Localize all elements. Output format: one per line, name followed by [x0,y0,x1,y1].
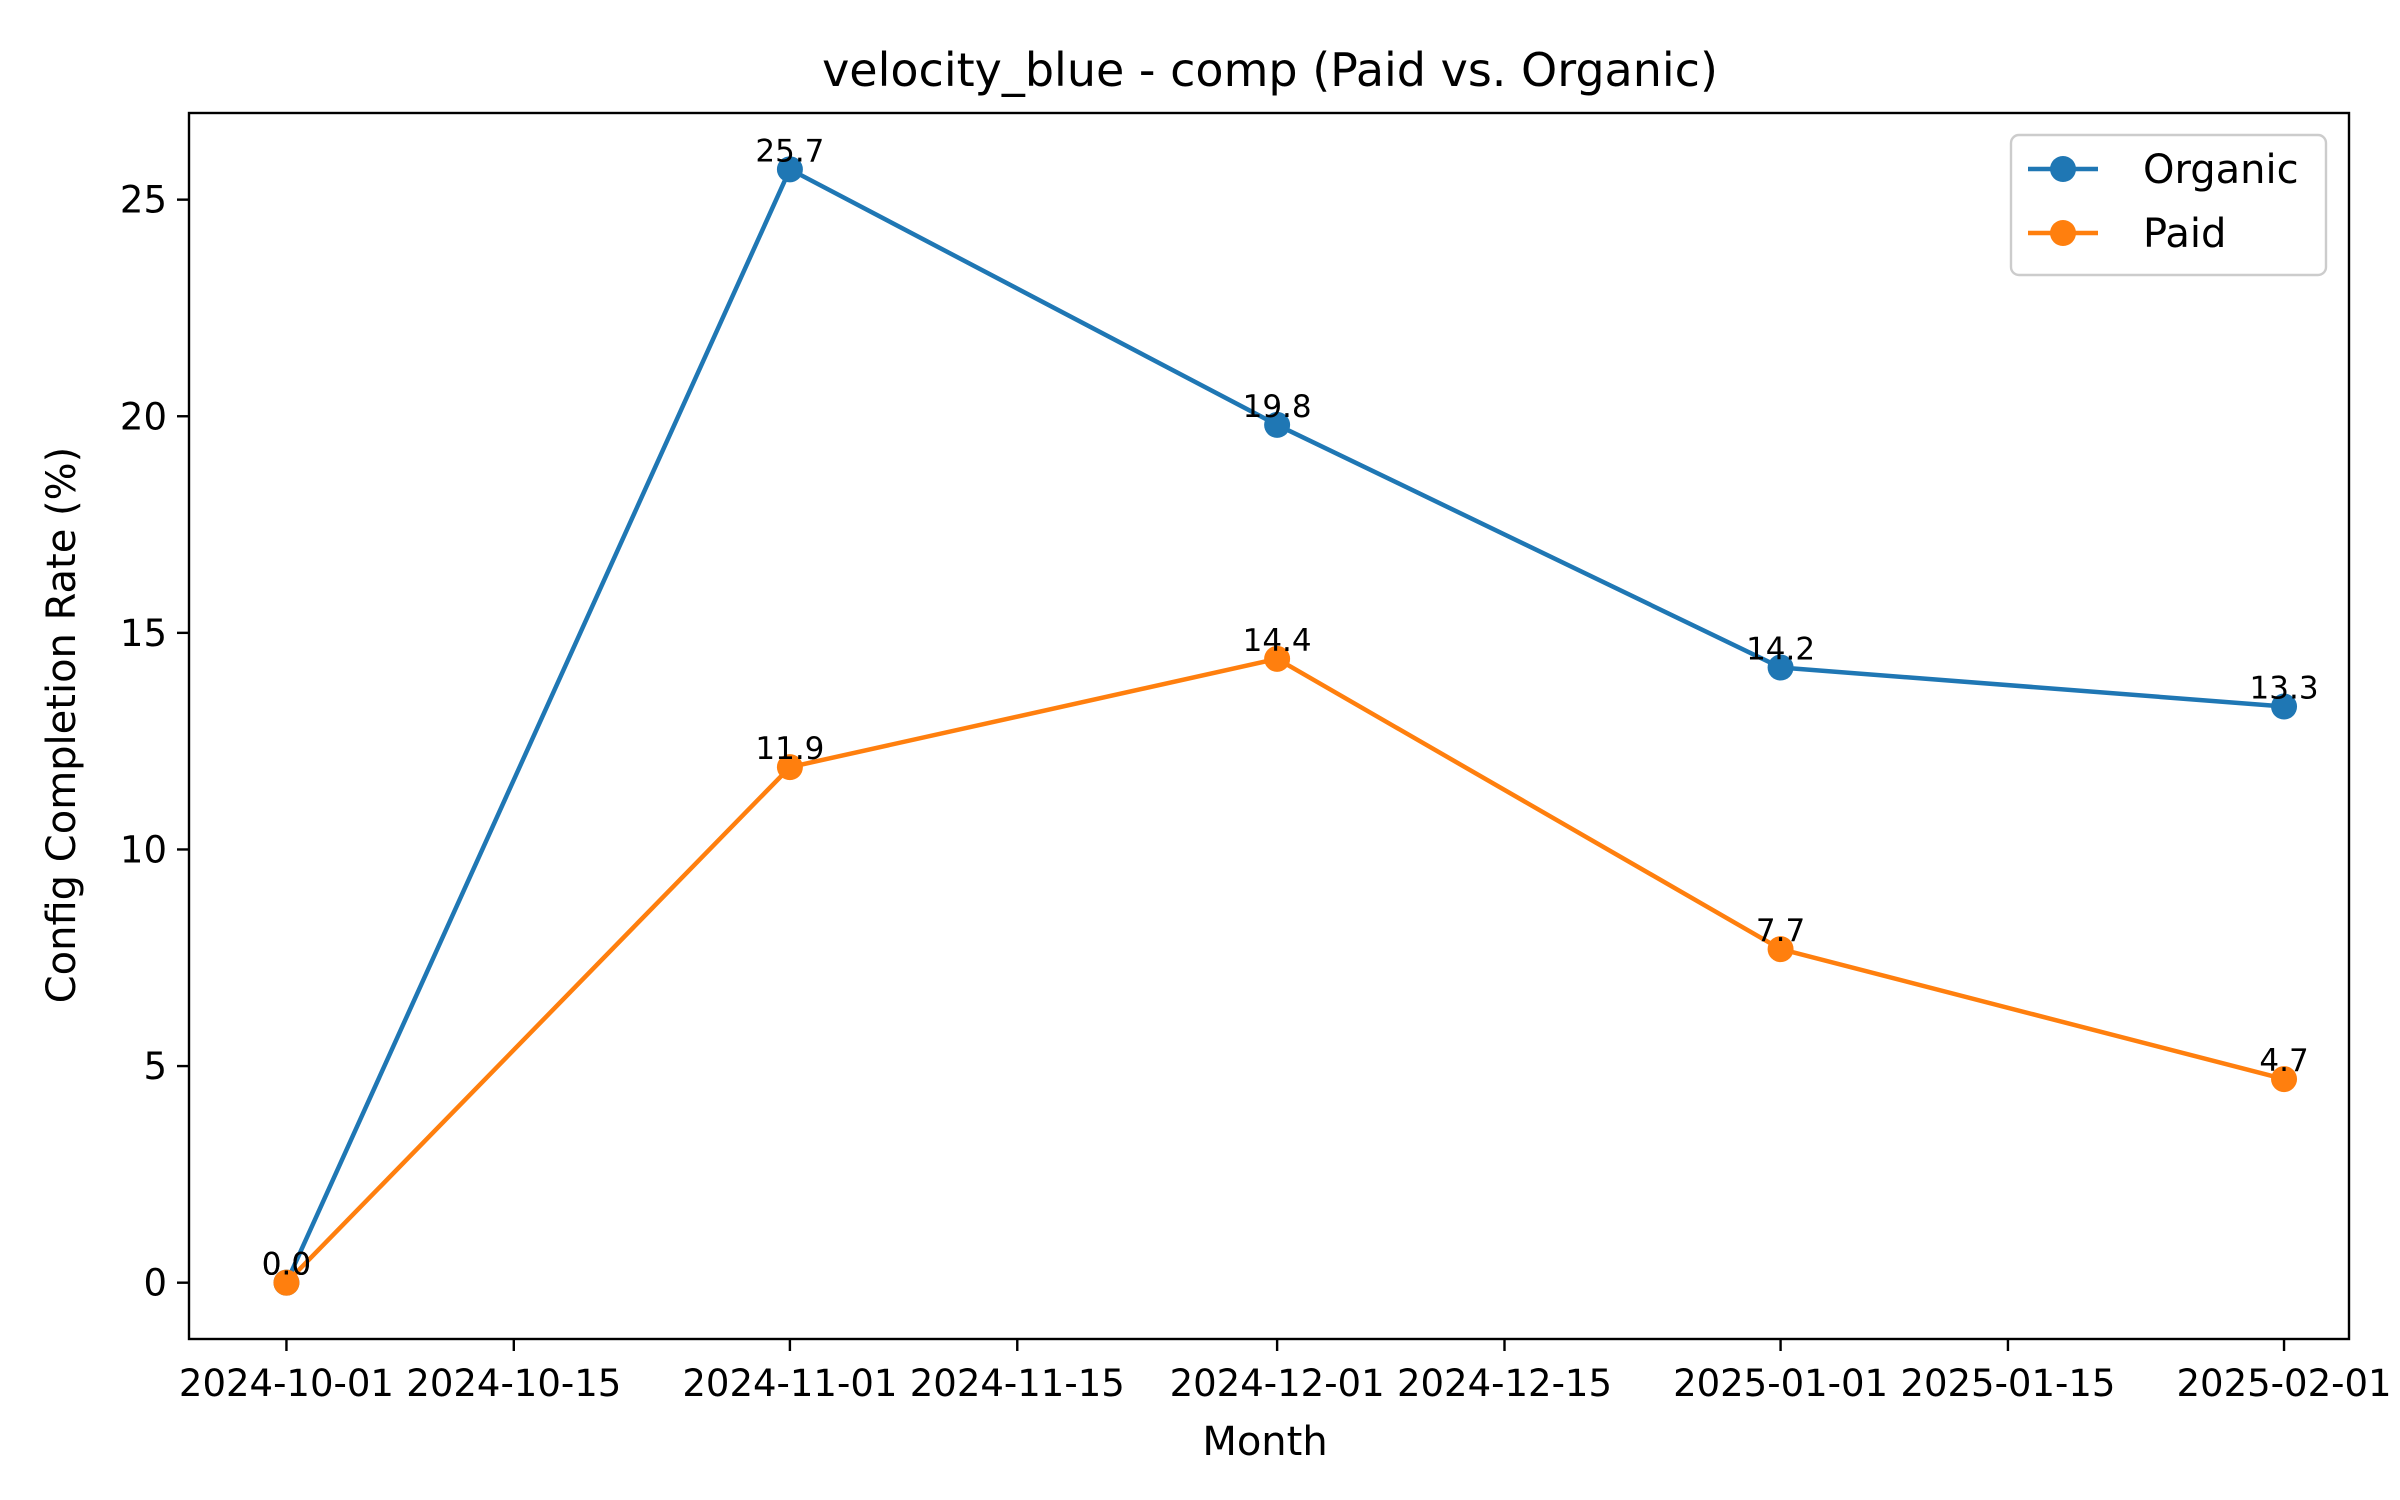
organic-data-point [1264,411,1291,438]
organic-data-point [776,156,803,183]
legend-paid-label: Paid [2143,211,2226,257]
paid-data-point [776,754,803,781]
chart-title: velocity_blue - comp (Paid vs. Organic) [822,43,1718,97]
legend-organic-marker [2050,156,2076,182]
series-layer [273,156,2298,1296]
organic-data-point [2271,693,2298,720]
x-tick-label: 2024-12-01 [1170,1362,1385,1405]
organic-data-label: 13.3 [2250,671,2319,707]
paid-data-label: 14.4 [1243,623,1312,659]
y-tick-label: 15 [120,612,167,655]
legend-paid-marker [2050,220,2076,246]
y-axis-label: Config Completion Rate (%) [39,447,85,1004]
paid-data-point [1767,936,1794,963]
plot-area-frame [187,111,2351,1341]
organic-data-label: 14.2 [1746,632,1815,668]
x-tick-label: 2024-12-15 [1397,1362,1612,1405]
data-labels-layer: 0.025.719.814.213.30.011.914.47.74.7 [262,133,2319,1282]
x-tick-label: 2025-02-01 [2177,1362,2392,1405]
organic-data-point [1767,654,1794,681]
y-tick-label: 25 [120,179,167,222]
x-tick-label: 2025-01-01 [1673,1362,1888,1405]
legend: Organic Paid [2009,133,2328,277]
y-tick-label: 5 [143,1045,167,1088]
paid-data-label: 4.7 [2259,1043,2308,1079]
organic-data-label: 19.8 [1243,389,1312,425]
organic-data-label: 0.0 [262,1247,311,1283]
paid-data-label: 11.9 [755,731,824,767]
paid-data-point [273,1269,300,1296]
y-tick-label: 20 [120,395,167,438]
organic-data-label: 25.7 [755,133,824,169]
paid-data-label: 7.7 [1756,913,1805,949]
y-tick-label: 0 [143,1262,167,1305]
legend-organic-label: Organic [2143,147,2299,193]
x-tick-label: 2024-10-01 [179,1362,394,1405]
paid-data-point [2271,1066,2298,1093]
paid-data-label: 0.0 [262,1247,311,1283]
paid-data-point [1264,645,1291,672]
y-tick-label: 10 [120,828,167,871]
x-axis-label: Month [1202,1419,1327,1465]
x-tick-label: 2024-11-01 [682,1362,897,1405]
x-tick-label: 2024-11-15 [910,1362,1125,1405]
x-tick-label: 2024-10-15 [406,1362,621,1405]
x-tick-label: 2025-01-15 [1900,1362,2115,1405]
ticks-layer: 2024-10-01 2024-10-15 2024-11-01 2024-11-15… [120,179,2392,1405]
